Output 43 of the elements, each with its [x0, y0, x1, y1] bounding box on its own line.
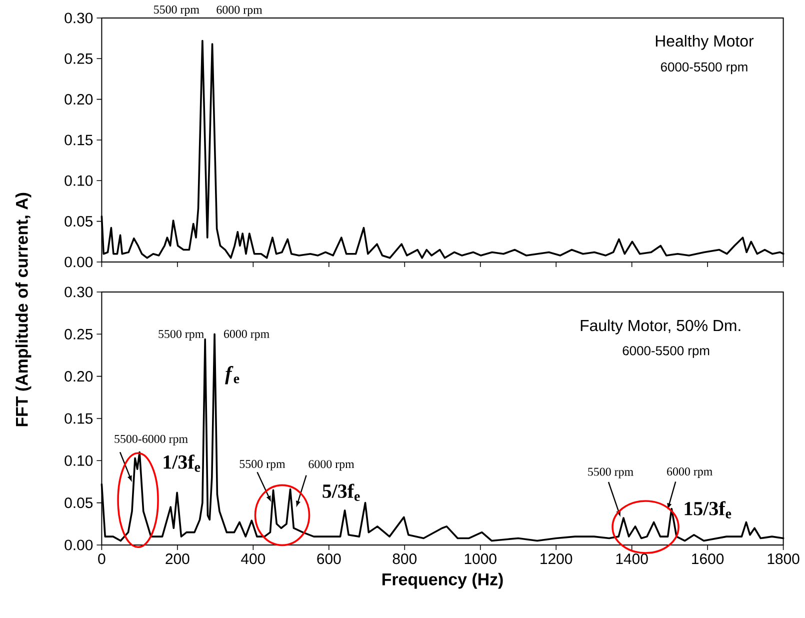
annotation: 5500-6000 rpm: [114, 434, 188, 446]
y-tick-label: 0.15: [64, 134, 93, 146]
text: 6000-5500 rpm: [660, 62, 748, 74]
annotation: 5500 rpm: [154, 6, 200, 16]
x-tick-label: 1800: [768, 554, 800, 564]
y-tick-label: 0.05: [64, 498, 93, 508]
y-tick-label: 0.00: [64, 540, 93, 550]
annotation: f$_{e}$: [225, 366, 240, 384]
y-tick-label: 0.15: [64, 413, 93, 424]
y-axis-title: FFT (Amplitude of current, A): [15, 192, 32, 426]
y-tick-label: 0.05: [64, 216, 93, 227]
text: 6000-5500 rpm: [622, 346, 710, 358]
x-tick-label: 400: [241, 554, 266, 564]
x-tick-label: 1000: [464, 554, 496, 564]
y-tick-label: 0.30: [64, 12, 93, 24]
y-tick-label: 0.20: [64, 94, 93, 105]
x-tick-label: 1400: [616, 554, 648, 564]
annotation: 6000 rpm: [224, 330, 270, 340]
annotation: 15/3f$_{e}$: [684, 501, 732, 518]
y-tick-label: 0.30: [64, 286, 93, 298]
annotation: 5/3f$_{e}$: [322, 484, 360, 501]
x-tick-label: 1600: [692, 554, 724, 564]
annotation: 6000 rpm: [667, 467, 712, 478]
y-tick-label: 0.25: [64, 328, 93, 340]
y-tick-label: 0.20: [64, 371, 93, 382]
x-tick-label: 1200: [540, 554, 572, 564]
y-tick-label: 0.00: [64, 256, 93, 268]
x-tick-label: 800: [392, 554, 417, 564]
annotation: 6000 rpm: [216, 6, 262, 16]
x-tick-label: 200: [166, 554, 190, 564]
y-tick-label: 0.10: [64, 455, 93, 466]
x-tick-label: 600: [317, 554, 341, 564]
text: Faulty Motor, 50% Dm.: [580, 319, 740, 334]
text: Healthy Motor: [656, 34, 754, 50]
annotation: 5500 rpm: [588, 468, 634, 478]
y-tick-label: 0.10: [64, 175, 93, 186]
annotation: 5500 rpm: [240, 460, 286, 470]
x-axis-title: Frequency (Hz): [382, 572, 503, 589]
annotation: 5500 rpm: [158, 330, 204, 340]
y-tick-label: 0.25: [64, 53, 93, 64]
x-tick-label: 0: [98, 554, 106, 564]
annotation: 1/3f$_{e}$: [164, 454, 200, 472]
annotation: 6000 rpm: [308, 460, 354, 471]
